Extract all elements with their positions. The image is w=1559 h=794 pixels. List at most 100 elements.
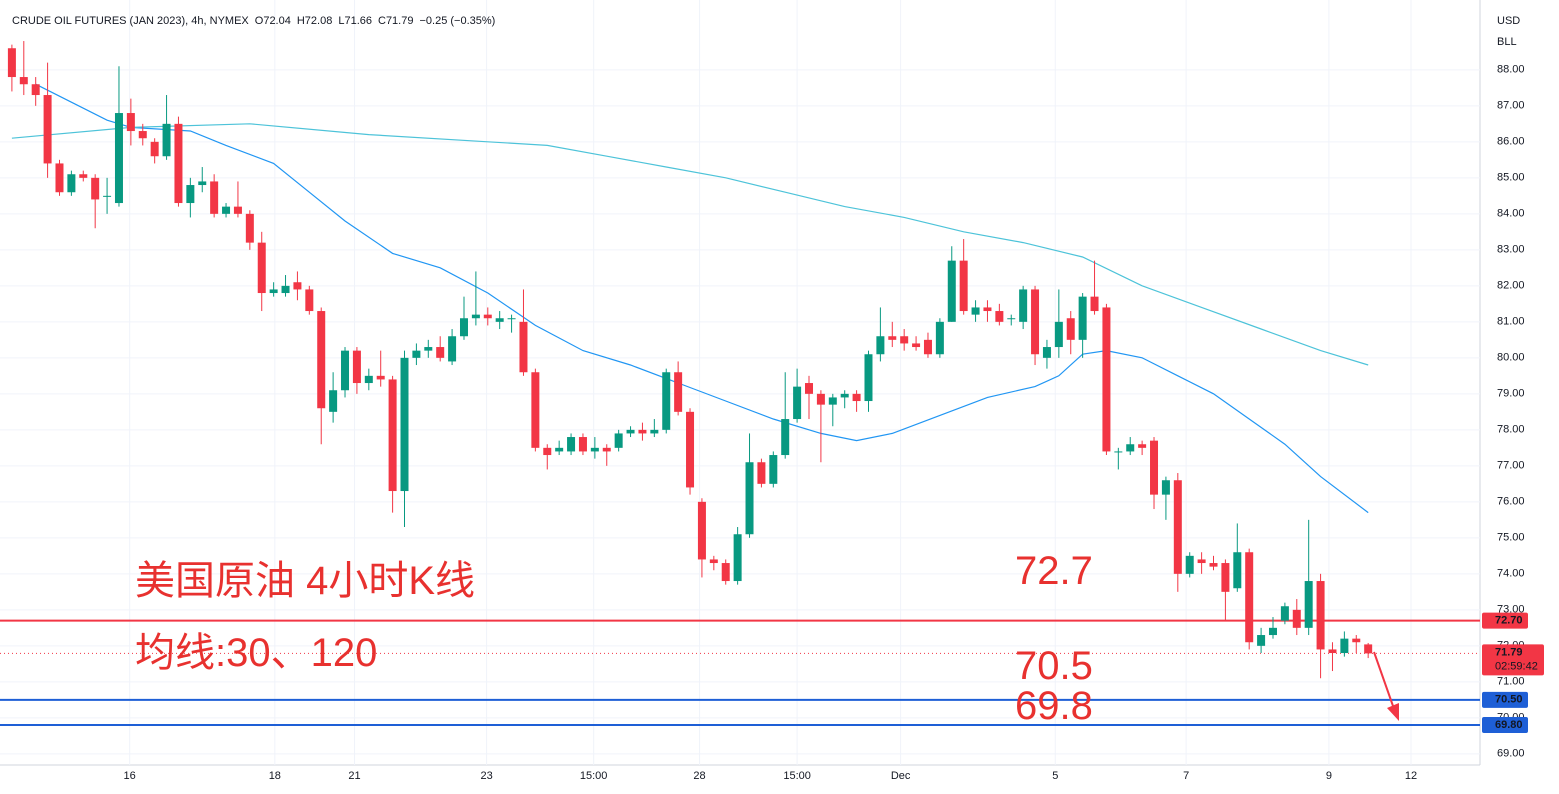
candle-body bbox=[852, 393, 861, 402]
candle-body bbox=[19, 77, 28, 85]
candle-body bbox=[971, 307, 980, 315]
candle-body bbox=[317, 311, 326, 409]
candle-body bbox=[1054, 321, 1063, 348]
candle-body bbox=[1019, 289, 1028, 322]
candle-body bbox=[114, 113, 123, 204]
y-tick-label: 78.00 bbox=[1497, 424, 1525, 436]
candle-body bbox=[674, 372, 683, 412]
candle-body bbox=[686, 411, 695, 488]
x-tick-label: 28 bbox=[693, 770, 705, 782]
candle-body bbox=[1126, 444, 1135, 452]
x-tick-label: 5 bbox=[1052, 770, 1058, 782]
candle-body bbox=[1268, 627, 1277, 636]
moving-average-line bbox=[11, 123, 1369, 366]
candle-body bbox=[614, 433, 623, 448]
candle-body bbox=[293, 282, 302, 290]
y-tick-label: 88.00 bbox=[1497, 64, 1525, 76]
candle-body bbox=[257, 242, 266, 294]
candle-body bbox=[1352, 638, 1361, 643]
x-tick-label: 7 bbox=[1183, 770, 1189, 782]
candle-body bbox=[793, 386, 802, 420]
candle-body bbox=[1031, 289, 1040, 355]
candle-body bbox=[186, 185, 195, 204]
candle-body bbox=[162, 123, 171, 157]
candle-body bbox=[816, 393, 825, 405]
candle-body bbox=[436, 347, 445, 358]
candle-body bbox=[650, 429, 659, 434]
x-tick-label: 16 bbox=[124, 770, 136, 782]
last-price-label: 71.79 bbox=[1495, 646, 1523, 658]
candle-body bbox=[590, 447, 599, 452]
candle-body bbox=[281, 285, 290, 294]
candle-body bbox=[222, 206, 231, 214]
candle-body bbox=[459, 318, 468, 337]
candle-body bbox=[721, 563, 730, 582]
candle-body bbox=[424, 347, 433, 351]
x-tick-label: 15:00 bbox=[783, 770, 811, 782]
moving-averages bbox=[11, 83, 1369, 514]
header-ohlc: C71.79 bbox=[378, 15, 413, 27]
level-tag bbox=[1482, 717, 1528, 734]
candle-body bbox=[1090, 296, 1099, 312]
candle-body bbox=[543, 447, 552, 456]
candle-body bbox=[174, 123, 183, 204]
y-tick-label: 77.00 bbox=[1497, 460, 1525, 472]
candle-body bbox=[1340, 638, 1349, 654]
x-tick-label: Dec bbox=[891, 770, 911, 782]
level-tag-label: 72.70 bbox=[1495, 615, 1523, 627]
candle-body bbox=[947, 260, 956, 322]
header-ohlc: H72.08 bbox=[297, 15, 332, 27]
candle-body bbox=[662, 372, 671, 430]
candle-body bbox=[1280, 606, 1289, 621]
candle-body bbox=[959, 260, 968, 312]
candle-body bbox=[1221, 563, 1230, 592]
candle-body bbox=[352, 350, 361, 384]
candle-body bbox=[400, 357, 409, 492]
candle-body bbox=[733, 534, 742, 582]
candle-body bbox=[1161, 480, 1170, 495]
candle-body bbox=[828, 397, 837, 405]
x-tick-label: 21 bbox=[348, 770, 360, 782]
candle-body bbox=[507, 318, 516, 320]
price-unit: BLL bbox=[1497, 36, 1517, 48]
candle-body bbox=[531, 372, 540, 448]
candle-body bbox=[840, 393, 849, 398]
candle-body bbox=[1173, 480, 1182, 574]
x-tick-label: 9 bbox=[1326, 770, 1332, 782]
candle-body bbox=[709, 559, 718, 564]
candle-body bbox=[150, 141, 159, 157]
candle-body bbox=[1257, 635, 1266, 646]
price-unit: USD bbox=[1497, 15, 1520, 27]
level-tag bbox=[1482, 612, 1528, 629]
candle-body bbox=[305, 289, 314, 312]
candle-body bbox=[103, 195, 112, 197]
level-tag-label: 69.80 bbox=[1495, 719, 1523, 731]
candle-body bbox=[864, 354, 873, 402]
candle-body bbox=[745, 462, 754, 535]
candle-body bbox=[923, 339, 932, 355]
levels bbox=[0, 619, 1480, 727]
candle-body bbox=[567, 437, 576, 452]
candle-body bbox=[1328, 649, 1337, 654]
x-tick-label: 23 bbox=[480, 770, 492, 782]
candle-body bbox=[935, 321, 944, 355]
annotation: 70.5 bbox=[1015, 644, 1093, 688]
candle-body bbox=[67, 174, 76, 193]
candle-body bbox=[1292, 609, 1301, 628]
y-tick-label: 71.00 bbox=[1497, 676, 1525, 688]
candle-body bbox=[888, 336, 897, 340]
y-tick-label: 79.00 bbox=[1497, 388, 1525, 400]
last-price-tag bbox=[1482, 644, 1544, 676]
candles bbox=[7, 41, 1373, 679]
y-tick-label: 85.00 bbox=[1497, 172, 1525, 184]
candle-body bbox=[1209, 563, 1218, 567]
candle-body bbox=[7, 48, 16, 78]
annotation: 美国原油 4小时K线 bbox=[135, 559, 475, 603]
candle-body bbox=[364, 375, 373, 384]
annotation: 69.8 bbox=[1015, 684, 1093, 728]
candle-body bbox=[1078, 296, 1087, 340]
candle-body bbox=[210, 181, 219, 214]
price-tags: 72.70 70.50 69.80 71.79 02:59:42 bbox=[1482, 612, 1544, 734]
y-tick-label: 76.00 bbox=[1497, 496, 1525, 508]
